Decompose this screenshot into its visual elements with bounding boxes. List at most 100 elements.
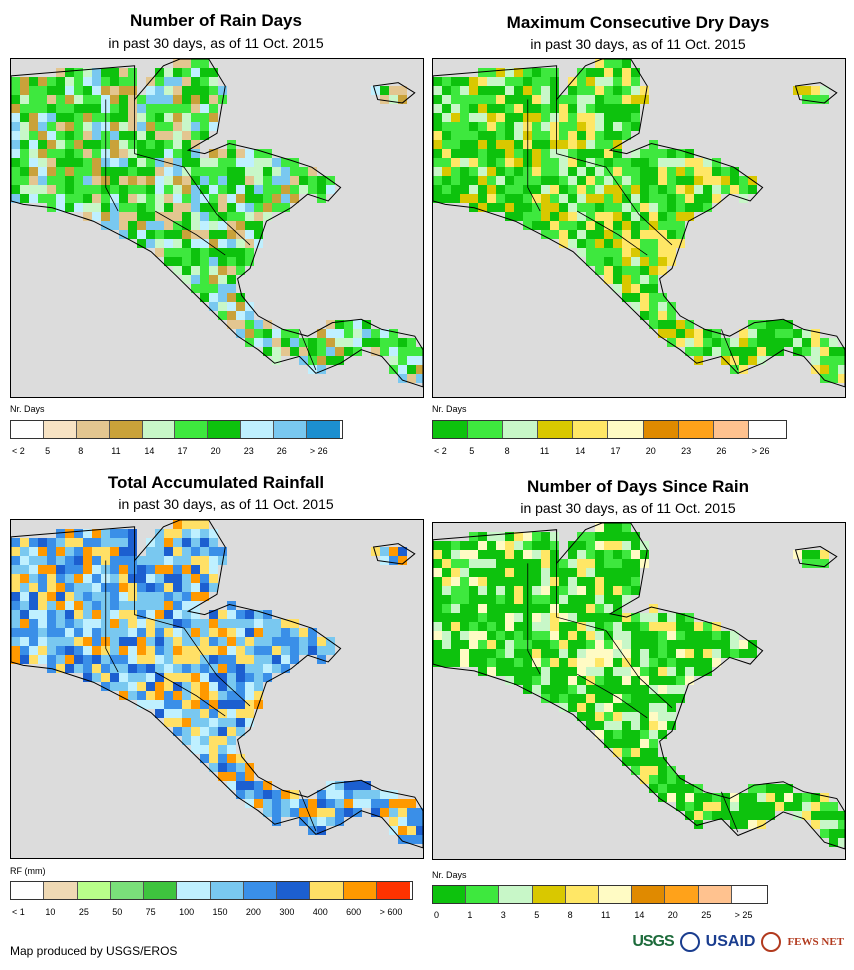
map-cell bbox=[514, 86, 523, 95]
map-cell bbox=[640, 311, 649, 320]
map-cell bbox=[631, 212, 640, 221]
map-cell bbox=[326, 799, 335, 808]
map-cell bbox=[604, 140, 613, 149]
map-cell bbox=[11, 565, 20, 574]
map-cell bbox=[56, 203, 65, 212]
map-cell bbox=[146, 664, 155, 673]
map-cell bbox=[164, 547, 173, 556]
map-cell bbox=[11, 556, 20, 565]
map-cell bbox=[613, 685, 622, 694]
map-cell bbox=[56, 655, 65, 664]
map-cell bbox=[649, 302, 658, 311]
map-cell bbox=[820, 811, 829, 820]
map-cell bbox=[200, 77, 209, 86]
map-cell bbox=[137, 556, 146, 565]
map-cell bbox=[451, 631, 460, 640]
map-cell bbox=[460, 158, 469, 167]
map-cell bbox=[595, 532, 604, 541]
map-cell bbox=[658, 311, 667, 320]
map-cell bbox=[182, 149, 191, 158]
map-cell bbox=[218, 673, 227, 682]
map-cell bbox=[568, 239, 577, 248]
map-cell bbox=[38, 113, 47, 122]
map-cell bbox=[505, 658, 514, 667]
map-cell bbox=[550, 167, 559, 176]
map-cell bbox=[631, 739, 640, 748]
map-cell bbox=[550, 658, 559, 667]
map-cell bbox=[586, 568, 595, 577]
map-cell bbox=[335, 790, 344, 799]
map-cell bbox=[110, 221, 119, 230]
country-border bbox=[183, 166, 251, 246]
map-cell bbox=[532, 68, 541, 77]
map-cell bbox=[83, 583, 92, 592]
map-cell bbox=[604, 212, 613, 221]
map-cell bbox=[47, 583, 56, 592]
map-cell bbox=[299, 628, 308, 637]
map-cell bbox=[209, 302, 218, 311]
map-cell bbox=[119, 574, 128, 583]
map-cell bbox=[191, 275, 200, 284]
map-cell bbox=[218, 664, 227, 673]
map-cell bbox=[146, 547, 155, 556]
map-cell bbox=[595, 68, 604, 77]
map-cell bbox=[65, 95, 74, 104]
map-cell bbox=[74, 574, 83, 583]
legend-tick-label: 14 bbox=[144, 446, 155, 456]
map-cell bbox=[631, 676, 640, 685]
map-cell bbox=[613, 68, 622, 77]
map-cell bbox=[658, 703, 667, 712]
map-cell bbox=[631, 185, 640, 194]
map-cell bbox=[254, 655, 263, 664]
map-cell bbox=[182, 727, 191, 736]
map-cell bbox=[514, 68, 523, 77]
map-cell bbox=[137, 646, 146, 655]
map-cell bbox=[83, 574, 92, 583]
map-cell bbox=[74, 646, 83, 655]
map-cell bbox=[164, 646, 173, 655]
map-cell bbox=[523, 550, 532, 559]
map-cell bbox=[227, 266, 236, 275]
map-cell bbox=[200, 619, 209, 628]
map-cell bbox=[191, 673, 200, 682]
map-cell bbox=[712, 658, 721, 667]
legend-label-rain-days: Nr. Days bbox=[10, 404, 45, 414]
map-cell bbox=[38, 619, 47, 628]
map-cell bbox=[712, 338, 721, 347]
map-cell bbox=[631, 104, 640, 113]
map-cell bbox=[245, 781, 254, 790]
map-cell bbox=[685, 793, 694, 802]
legend-tick-label: 75 bbox=[145, 907, 156, 917]
map-cell bbox=[164, 529, 173, 538]
map-cell bbox=[451, 77, 460, 86]
map-cell bbox=[559, 694, 568, 703]
map-cell bbox=[730, 631, 739, 640]
map-cell bbox=[218, 655, 227, 664]
map-cell bbox=[685, 347, 694, 356]
map-cell bbox=[263, 673, 272, 682]
map-cell bbox=[829, 365, 838, 374]
map-cell bbox=[56, 601, 65, 610]
map-cell bbox=[182, 700, 191, 709]
map-cell bbox=[209, 736, 218, 745]
map-cell bbox=[577, 113, 586, 122]
map-cell bbox=[236, 718, 245, 727]
map-cell bbox=[254, 610, 263, 619]
map-cell bbox=[119, 131, 128, 140]
map-cell bbox=[685, 640, 694, 649]
map-cell bbox=[838, 374, 845, 383]
map-cell bbox=[83, 628, 92, 637]
map-cell bbox=[460, 149, 469, 158]
map-cell bbox=[586, 658, 595, 667]
map-cell bbox=[65, 140, 74, 149]
map-cell bbox=[164, 221, 173, 230]
map-cell bbox=[209, 556, 218, 565]
map-cell bbox=[667, 230, 676, 239]
map-cell bbox=[191, 565, 200, 574]
map-cell bbox=[676, 194, 685, 203]
map-cell bbox=[65, 113, 74, 122]
map-cell bbox=[110, 149, 119, 158]
map-cell bbox=[640, 230, 649, 239]
map-cell bbox=[119, 167, 128, 176]
map-cell bbox=[416, 826, 423, 835]
